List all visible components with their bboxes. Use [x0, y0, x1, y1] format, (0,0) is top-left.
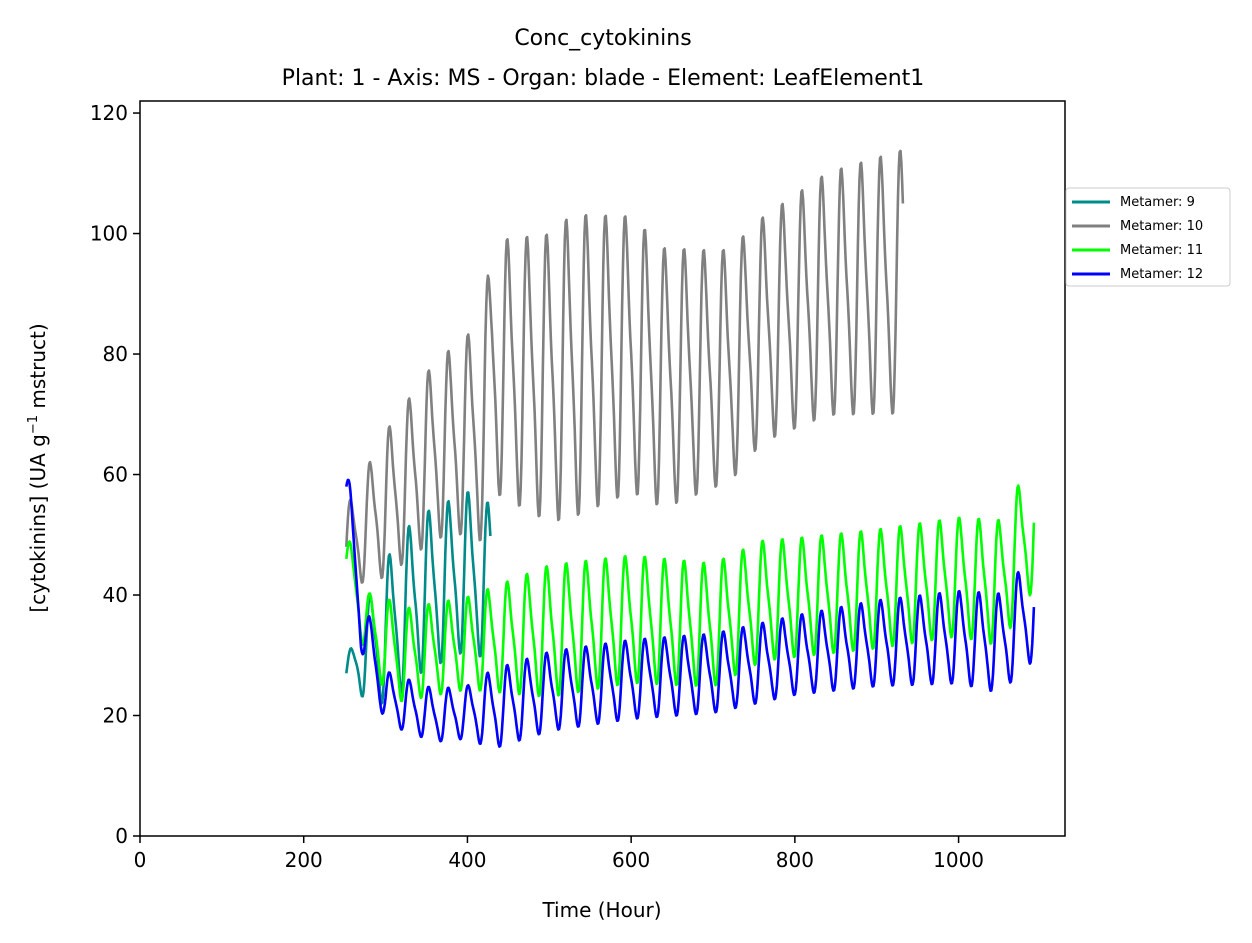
y-axis-label-exponent: −1	[26, 415, 41, 434]
y-axis-label-main: [cytokinins] (UA g	[26, 434, 50, 613]
y-tick-label: 60	[103, 463, 128, 487]
y-tick-label: 80	[103, 342, 128, 366]
y-tick-label: 0	[115, 824, 128, 848]
legend: Metamer: 9 Metamer: 10 Metamer: 11 Metamer:…	[1065, 187, 1231, 287]
legend-entry: Metamer: 9	[1120, 195, 1195, 210]
legend-entry: Metamer: 11	[1120, 243, 1203, 258]
y-axis-label-tail: mstruct)	[26, 323, 50, 415]
series-line-3	[345, 484, 1036, 703]
x-tick-label: 800	[776, 848, 814, 872]
legend-frame	[1065, 187, 1231, 287]
x-tick-label: 600	[612, 848, 650, 872]
y-tick-label: 100	[90, 222, 128, 246]
x-tick-label: 0	[134, 848, 147, 872]
x-tick-label: 1000	[933, 848, 984, 872]
axis-ticks: 0 200 400 600 800 1000 0 20 40 60 80 100 120	[90, 101, 984, 872]
legend-entry: Metamer: 12	[1120, 267, 1203, 282]
y-tick-label: 20	[103, 704, 128, 728]
series-line-4	[345, 478, 1036, 748]
x-tick-label: 200	[285, 848, 323, 872]
y-axis-label: [cytokinins] (UA g−1 mstruct)	[26, 323, 50, 612]
y-tick-label: 120	[90, 101, 128, 125]
chart-title: Conc_cytokinins	[514, 26, 691, 51]
series-line-2	[345, 149, 905, 584]
series-lines	[345, 149, 1036, 748]
x-tick-label: 400	[448, 848, 486, 872]
chart-subtitle: Plant: 1 - Axis: MS - Organ: blade - Ele…	[282, 66, 925, 91]
y-tick-label: 40	[103, 583, 128, 607]
legend-entry: Metamer: 10	[1120, 219, 1203, 234]
x-axis-label: Time (Hour)	[541, 898, 661, 922]
plot-frame	[139, 100, 1066, 837]
